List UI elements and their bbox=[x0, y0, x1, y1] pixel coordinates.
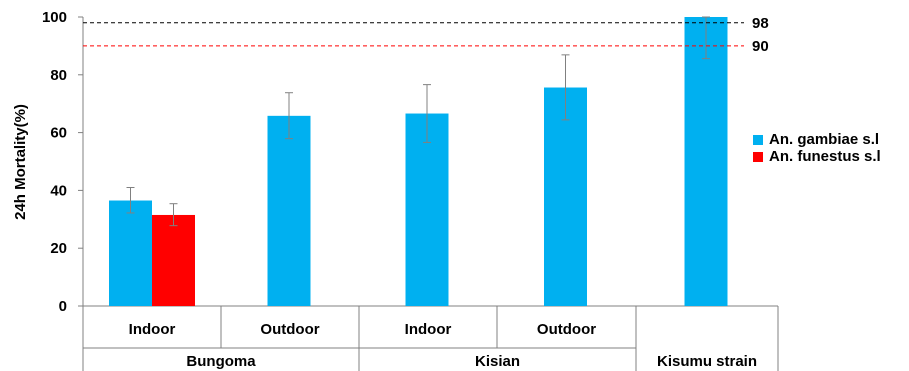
legend-swatch-gambiae bbox=[753, 134, 763, 145]
category-label: Indoor bbox=[405, 321, 452, 338]
y-tick-label: 0 bbox=[59, 298, 67, 315]
legend-item-gambiae: An. gambiae s.l bbox=[753, 131, 879, 148]
group-label: Bungoma bbox=[186, 353, 256, 370]
bar-gambiae bbox=[684, 17, 728, 306]
y-tick-label: 40 bbox=[50, 182, 67, 199]
y-axis-title: 24h Mortality(%) bbox=[12, 104, 29, 220]
bar-gambiae bbox=[405, 113, 449, 306]
y-tick-label: 80 bbox=[50, 67, 67, 84]
reference-label-98: 98 bbox=[752, 15, 769, 32]
group-label: Kisian bbox=[475, 353, 520, 370]
reference-label-90: 90 bbox=[752, 38, 769, 55]
legend: An. gambiae s.l An. funestus s.l bbox=[753, 0, 909, 371]
category-label: Outdoor bbox=[537, 321, 596, 338]
bars bbox=[109, 16, 728, 307]
group-label: Kisumu strain bbox=[657, 353, 757, 370]
legend-item-funestus: An. funestus s.l bbox=[753, 148, 881, 165]
bar-gambiae bbox=[544, 87, 587, 307]
legend-swatch-funestus bbox=[753, 151, 763, 162]
category-label: Indoor bbox=[129, 321, 176, 338]
bar-gambiae bbox=[109, 200, 152, 306]
y-tick-label: 60 bbox=[50, 125, 67, 142]
legend-label-gambiae: An. gambiae s.l bbox=[769, 131, 880, 148]
bar-gambiae bbox=[267, 115, 311, 306]
y-tick-label: 20 bbox=[50, 240, 67, 257]
category-label: Outdoor bbox=[260, 321, 319, 338]
bar-funestus bbox=[152, 214, 195, 306]
legend-label-funestus: An. funestus s.l bbox=[769, 148, 881, 165]
y-tick-label: 100 bbox=[42, 9, 67, 26]
